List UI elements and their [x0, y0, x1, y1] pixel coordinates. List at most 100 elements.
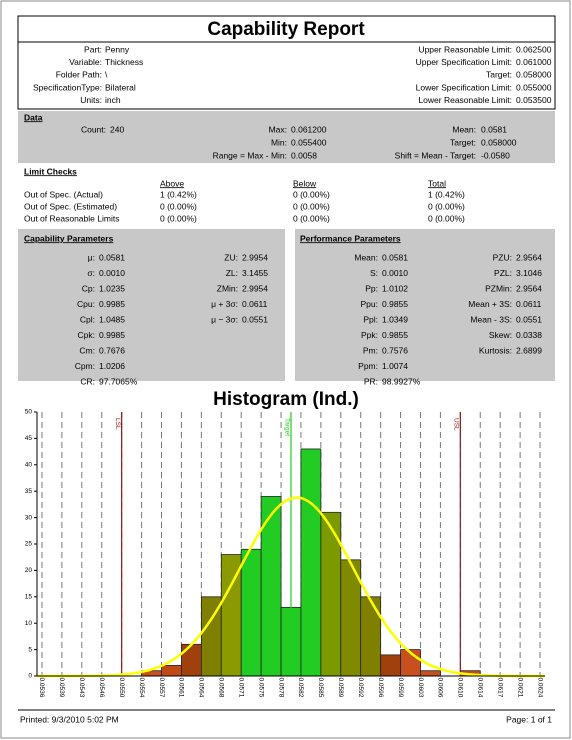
field-value: 0.0551: [516, 314, 542, 324]
y-tick-label: 50: [25, 409, 33, 416]
x-tick-label: 0.0582: [297, 678, 304, 698]
column-header: Above: [160, 178, 184, 188]
field-label: Lower Specification Limit:: [416, 82, 512, 92]
bar: [380, 654, 401, 677]
x-tick-label: 0.0610: [457, 678, 464, 698]
field-value: 0.7676: [99, 345, 125, 355]
field-label: Kurtosis:: [479, 345, 512, 355]
field-label: Pm:: [363, 345, 378, 355]
title-box: [17, 15, 556, 43]
field-value: 2.6899: [516, 345, 542, 355]
field-value: 3.1455: [242, 268, 268, 278]
field-value: 0.062500: [516, 44, 552, 54]
x-tick-label: 0.0557: [158, 678, 165, 698]
field-label: Min:: [271, 137, 287, 147]
bar: [181, 643, 202, 677]
row-label: Out of Reasonable Limits: [24, 213, 119, 223]
y-tick-label: 5: [28, 646, 32, 653]
field-value: 0.061000: [516, 57, 552, 67]
field-value: 0.061200: [291, 124, 327, 134]
row-label: Out of Spec. (Estimated): [24, 201, 117, 211]
field-value: 0.0611: [516, 299, 542, 309]
field-label: Upper Specification Limit:: [416, 57, 512, 67]
field-value: 240: [110, 124, 124, 134]
x-tick-label: 0.0571: [237, 678, 244, 698]
field-label: μ:: [88, 252, 95, 262]
field-value: 97.7065%: [99, 376, 138, 386]
field-label: Lower Reasonable Limit:: [418, 95, 512, 105]
field-value: 98.9927%: [382, 376, 421, 386]
x-tick-label: 0.0568: [218, 678, 225, 698]
field-value: 1.0206: [99, 361, 125, 371]
field-label: ZMin:: [217, 283, 238, 293]
x-tick-label: 0.0578: [277, 678, 284, 698]
bar: [420, 670, 441, 677]
field-value: 0.0581: [382, 252, 408, 262]
y-tick-label: 35: [25, 488, 33, 495]
field-label: Mean - 3S:: [470, 314, 512, 324]
field-value: 1.0102: [382, 283, 408, 293]
field-value: 0.0058: [291, 150, 317, 160]
field-label: Ppl:: [363, 314, 378, 324]
bar: [360, 596, 382, 677]
x-tick-label: 0.0536: [38, 678, 45, 698]
field-value: 0.7576: [382, 345, 408, 355]
field-value: Thickness: [105, 57, 143, 67]
field-label: S:: [370, 268, 378, 278]
x-tick-label: 0.0585: [317, 678, 324, 698]
normal-curve: [36, 496, 545, 678]
x-tick-label: 0.0550: [118, 678, 125, 698]
field-value: 2.9564: [516, 283, 542, 293]
x-tick-label: 0.0564: [198, 678, 205, 698]
field-value: 0.0581: [481, 124, 507, 134]
x-tick-label: 0.0614: [477, 678, 484, 698]
field-value: 0.9855: [382, 299, 408, 309]
y-tick-label: 0: [28, 673, 32, 680]
section-title: Performance Parameters: [300, 233, 401, 243]
y-tick-label: 25: [25, 541, 33, 548]
cell-value: 0 (0.00%): [160, 213, 197, 223]
field-label: Ppu:: [361, 299, 379, 309]
field-label: σ:: [87, 268, 95, 278]
field-value: 0.058000: [516, 70, 552, 80]
field-value: Bilateral: [105, 82, 136, 92]
bar: [161, 665, 182, 677]
field-label: PZL:: [494, 268, 512, 278]
field-label: Ppm:: [358, 361, 378, 371]
field-value: inch: [105, 95, 121, 105]
field-label: μ + 3σ:: [211, 299, 238, 309]
x-tick-label: 0.0617: [496, 678, 503, 698]
field-label: Cpk:: [78, 330, 95, 340]
x-tick-label: 0.0596: [377, 678, 384, 698]
x-tick-label: 0.0554: [138, 678, 145, 698]
field-label: Range = Max - Min:: [213, 150, 287, 160]
field-label: PR:: [364, 376, 378, 386]
field-label: Ppk:: [361, 330, 378, 340]
field-value: \: [105, 70, 108, 80]
field-label: Skew:: [489, 330, 512, 340]
y-tick-label: 20: [25, 567, 33, 574]
field-value: 1.0485: [99, 314, 125, 324]
field-label: Count:: [81, 124, 106, 134]
field-value: 0.0010: [382, 268, 408, 278]
spec-label: LSL: [114, 418, 121, 430]
y-tick-label: 30: [25, 514, 33, 521]
footer-page: Page: 1 of 1: [506, 714, 552, 724]
field-label: Mean:: [354, 252, 378, 262]
field-label: ZU:: [224, 252, 238, 262]
field-label: Cpl:: [80, 314, 95, 324]
footer-printed: Printed: 9/3/2010 5:02 PM: [20, 714, 119, 724]
section-title: Capability Parameters: [24, 233, 114, 243]
field-value: 0.9985: [99, 330, 125, 340]
field-value: 0.0010: [99, 268, 125, 278]
field-value: 1.0074: [382, 361, 408, 371]
x-tick-label: 0.0599: [397, 678, 404, 698]
field-value: 2.9564: [516, 252, 542, 262]
y-tick-label: 15: [25, 594, 33, 601]
data-box: [18, 111, 555, 163]
field-label: Mean:: [452, 124, 476, 134]
x-tick-label: 0.0539: [58, 678, 65, 698]
y-tick-label: 45: [25, 435, 33, 442]
cell-value: 0 (0.00%): [160, 201, 197, 211]
